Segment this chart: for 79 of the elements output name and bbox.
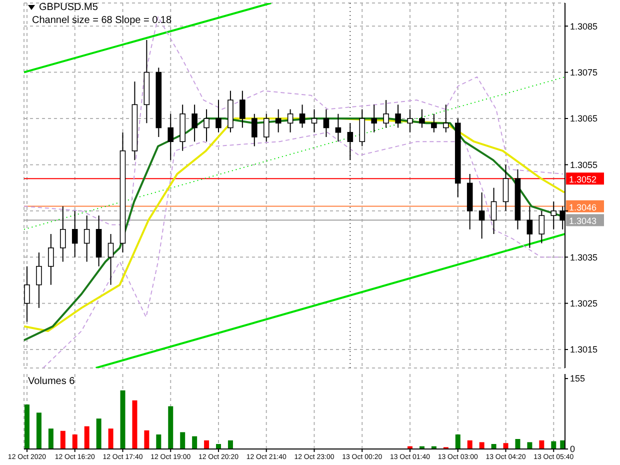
y-tick-label: 1.3085 xyxy=(570,21,598,32)
candlestick xyxy=(395,104,401,128)
candlestick xyxy=(371,104,377,133)
line-series xyxy=(24,16,564,226)
candlestick xyxy=(192,104,198,142)
candlestick xyxy=(108,234,114,286)
candlestick xyxy=(335,113,342,142)
candlestick xyxy=(204,108,210,142)
candlestick xyxy=(383,100,389,128)
candlestick xyxy=(36,252,42,308)
candlestick xyxy=(323,108,330,138)
bar xyxy=(156,434,162,449)
bar xyxy=(455,434,460,449)
bar xyxy=(551,441,556,449)
bar xyxy=(180,432,186,449)
candlestick xyxy=(443,104,449,133)
bar xyxy=(515,439,520,449)
bar xyxy=(144,430,150,449)
candlestick xyxy=(216,100,222,133)
candlestick xyxy=(287,108,294,133)
candlestick xyxy=(407,108,413,133)
bar xyxy=(491,444,496,449)
candlestick xyxy=(419,108,425,128)
bar xyxy=(24,404,30,449)
annotation: Channel size = 68 Slope = 0.18 xyxy=(32,15,172,26)
chart-title: GBPUSD.M5 xyxy=(39,2,98,13)
bar xyxy=(527,442,532,449)
bar xyxy=(204,440,210,449)
bar xyxy=(228,440,233,449)
y-tick-label: 1.3035 xyxy=(570,252,598,262)
candlestick xyxy=(538,210,545,244)
bar xyxy=(84,426,90,449)
candlestick xyxy=(275,108,282,133)
candlestick xyxy=(72,210,78,258)
candlestick xyxy=(359,108,366,147)
bar xyxy=(120,390,126,449)
bar xyxy=(48,428,54,449)
bar xyxy=(539,440,544,449)
ref-line-label: 1.3046 xyxy=(569,202,597,212)
candlestick xyxy=(299,104,306,128)
y-tick-label: 155 xyxy=(570,374,586,384)
candlestick xyxy=(347,122,354,161)
candlestick xyxy=(431,113,437,133)
candlestick xyxy=(311,108,318,133)
bar xyxy=(60,430,66,449)
bar xyxy=(36,412,42,449)
bar xyxy=(168,406,174,449)
candlestick xyxy=(263,113,270,142)
y-tick-label: 1.3065 xyxy=(570,114,598,124)
y-tick-label: 1.3025 xyxy=(570,298,598,309)
y-tick-label: 0 xyxy=(570,444,576,454)
candlestick xyxy=(60,206,66,262)
ref-line-label: 1.3043 xyxy=(569,216,597,226)
bar xyxy=(108,428,114,449)
candlestick xyxy=(168,113,174,161)
candlestick xyxy=(502,164,509,212)
bar xyxy=(479,442,484,449)
candlestick xyxy=(84,215,90,262)
bar xyxy=(96,418,102,449)
bar xyxy=(503,443,508,449)
chart-title: Volumes 6 xyxy=(28,376,75,387)
candlestick xyxy=(550,201,557,230)
candlestick xyxy=(252,113,258,147)
candlestick xyxy=(240,90,246,128)
line-series xyxy=(42,132,564,368)
candlestick xyxy=(24,266,30,322)
candlestick xyxy=(48,234,54,286)
candlestick xyxy=(478,192,485,240)
candlestick xyxy=(490,187,497,235)
candlestick xyxy=(526,206,533,248)
y-tick-label: 1.3075 xyxy=(570,68,598,78)
ref-line-label: 1.3052 xyxy=(569,174,597,185)
bar xyxy=(72,434,78,449)
bar xyxy=(192,436,198,449)
y-tick-label: 1.3015 xyxy=(570,344,598,355)
bar xyxy=(132,400,138,449)
bar xyxy=(467,440,472,449)
y-tick-label: 1.3055 xyxy=(570,160,598,170)
bar xyxy=(216,444,222,449)
